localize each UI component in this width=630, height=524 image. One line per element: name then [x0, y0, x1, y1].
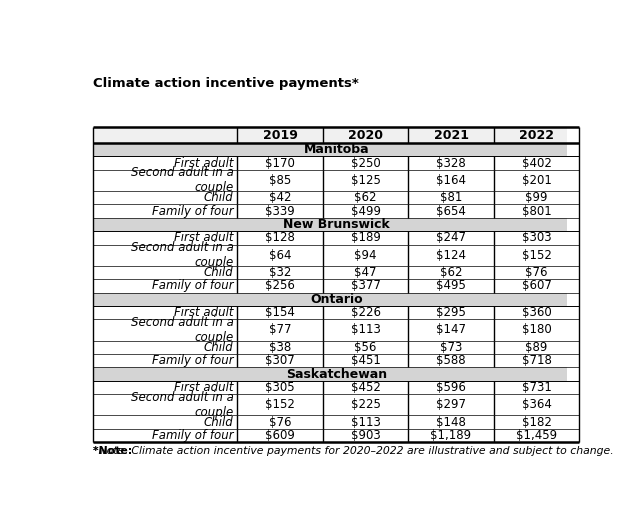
- Text: $125: $125: [351, 174, 381, 187]
- Text: $297: $297: [436, 398, 466, 411]
- Text: $180: $180: [522, 323, 551, 336]
- Text: $256: $256: [265, 279, 295, 292]
- Text: Second adult in a
couple: Second adult in a couple: [130, 391, 234, 419]
- Text: Ontario: Ontario: [310, 293, 363, 305]
- Text: $189: $189: [351, 231, 381, 244]
- Text: $56: $56: [355, 341, 377, 354]
- Text: $377: $377: [351, 279, 381, 292]
- Text: Child: Child: [203, 416, 234, 429]
- Bar: [93, 292, 579, 306]
- Text: 2020: 2020: [348, 129, 383, 141]
- Text: Child: Child: [203, 191, 234, 204]
- Text: Second adult in a
couple: Second adult in a couple: [130, 166, 234, 194]
- Text: First adult: First adult: [174, 306, 234, 319]
- Text: $307: $307: [265, 354, 295, 367]
- Text: $85: $85: [269, 174, 291, 187]
- Text: $113: $113: [351, 323, 381, 336]
- Text: *Note: Climate action incentive payments for 2020–2022 are illustrative and subj: *Note: Climate action incentive payments…: [93, 446, 614, 456]
- Text: $596: $596: [436, 381, 466, 394]
- Text: First adult: First adult: [174, 231, 234, 244]
- Text: $89: $89: [525, 341, 547, 354]
- Text: $170: $170: [265, 157, 295, 170]
- Text: $226: $226: [351, 306, 381, 319]
- Text: $62: $62: [354, 191, 377, 204]
- Text: Manitoba: Manitoba: [304, 143, 369, 156]
- Text: $609: $609: [265, 429, 295, 442]
- Text: 2022: 2022: [519, 129, 554, 141]
- Text: $113: $113: [351, 416, 381, 429]
- Text: $81: $81: [440, 191, 462, 204]
- Text: $182: $182: [522, 416, 551, 429]
- Text: $62: $62: [440, 266, 462, 279]
- Bar: [93, 367, 579, 381]
- Bar: [93, 218, 579, 231]
- Text: $77: $77: [269, 323, 292, 336]
- Text: $247: $247: [436, 231, 466, 244]
- Text: $154: $154: [265, 306, 295, 319]
- Text: $152: $152: [522, 248, 551, 261]
- Text: $94: $94: [354, 248, 377, 261]
- Text: $250: $250: [351, 157, 381, 170]
- Text: $303: $303: [522, 231, 551, 244]
- Text: $148: $148: [436, 416, 466, 429]
- Text: $124: $124: [436, 248, 466, 261]
- Text: $654: $654: [436, 204, 466, 217]
- Text: $588: $588: [436, 354, 466, 367]
- Text: 2019: 2019: [263, 129, 297, 141]
- Text: $339: $339: [265, 204, 295, 217]
- Text: New Brunswick: New Brunswick: [283, 218, 390, 231]
- Bar: [93, 127, 579, 143]
- Text: $76: $76: [525, 266, 547, 279]
- Text: $128: $128: [265, 231, 295, 244]
- Text: Saskatchewan: Saskatchewan: [286, 367, 387, 380]
- Bar: [93, 143, 579, 156]
- Text: $731: $731: [522, 381, 551, 394]
- Text: $73: $73: [440, 341, 462, 354]
- Text: Child: Child: [203, 341, 234, 354]
- Text: $42: $42: [269, 191, 292, 204]
- Text: $718: $718: [522, 354, 551, 367]
- Text: $328: $328: [436, 157, 466, 170]
- Text: $99: $99: [525, 191, 547, 204]
- Text: Family of four: Family of four: [152, 204, 234, 217]
- Text: $295: $295: [436, 306, 466, 319]
- Text: $452: $452: [351, 381, 381, 394]
- Text: $360: $360: [522, 306, 551, 319]
- Text: $76: $76: [269, 416, 292, 429]
- Text: $152: $152: [265, 398, 295, 411]
- Text: *Note:: *Note:: [93, 446, 137, 456]
- Text: Child: Child: [203, 266, 234, 279]
- Text: $1,459: $1,459: [516, 429, 557, 442]
- Text: $364: $364: [522, 398, 551, 411]
- Text: First adult: First adult: [174, 381, 234, 394]
- Text: $225: $225: [351, 398, 381, 411]
- Text: Second adult in a
couple: Second adult in a couple: [130, 316, 234, 344]
- Text: $1,189: $1,189: [430, 429, 472, 442]
- Text: $451: $451: [351, 354, 381, 367]
- Text: Climate action incentive payments*: Climate action incentive payments*: [93, 77, 359, 90]
- Text: Family of four: Family of four: [152, 279, 234, 292]
- Text: $495: $495: [436, 279, 466, 292]
- Text: Family of four: Family of four: [152, 354, 234, 367]
- Text: $801: $801: [522, 204, 551, 217]
- Text: $147: $147: [436, 323, 466, 336]
- Text: $47: $47: [354, 266, 377, 279]
- Text: $402: $402: [522, 157, 551, 170]
- Text: 2021: 2021: [433, 129, 469, 141]
- Text: $201: $201: [522, 174, 551, 187]
- Text: Family of four: Family of four: [152, 429, 234, 442]
- Text: $305: $305: [265, 381, 295, 394]
- Text: $32: $32: [269, 266, 291, 279]
- Text: $607: $607: [522, 279, 551, 292]
- Text: Second adult in a
couple: Second adult in a couple: [130, 241, 234, 269]
- Text: $38: $38: [269, 341, 291, 354]
- Text: $903: $903: [351, 429, 381, 442]
- Text: $64: $64: [269, 248, 292, 261]
- Text: $499: $499: [351, 204, 381, 217]
- Text: $164: $164: [436, 174, 466, 187]
- Text: First adult: First adult: [174, 157, 234, 170]
